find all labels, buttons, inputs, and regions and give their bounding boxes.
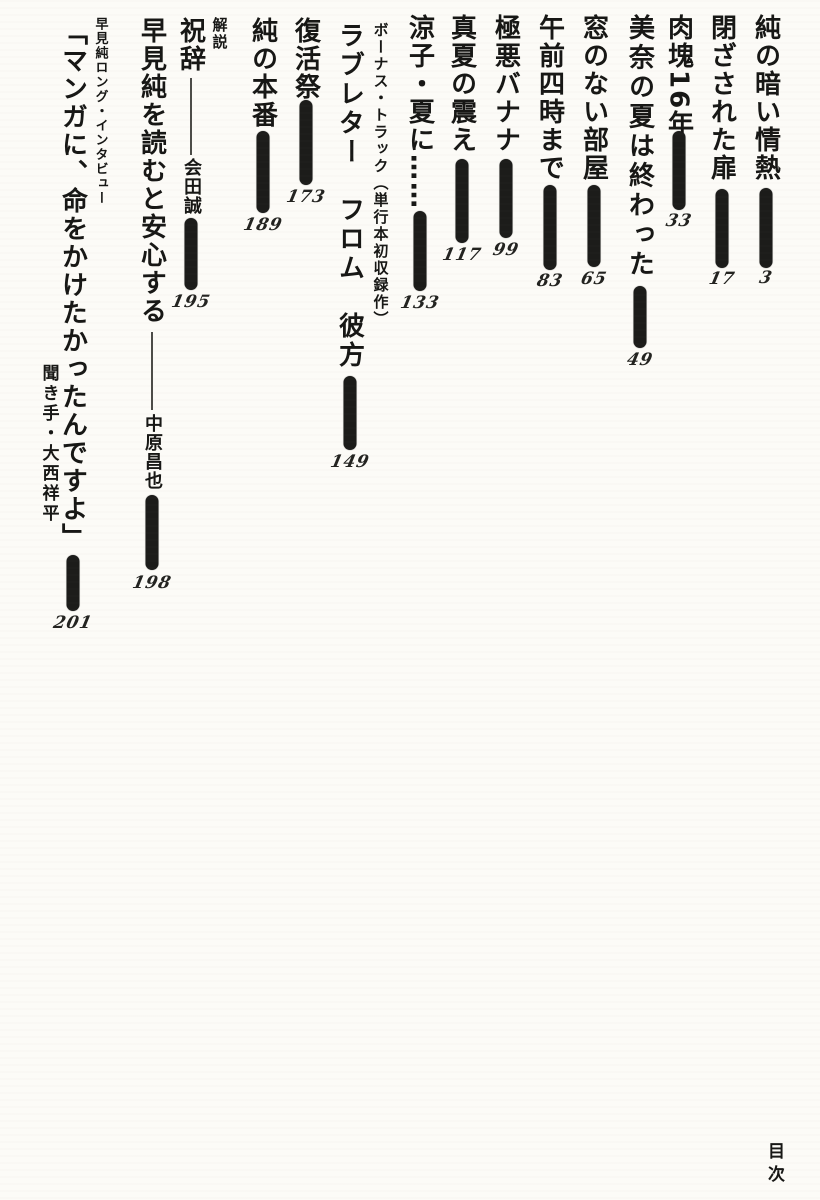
leader-bar bbox=[413, 211, 427, 291]
entry-title: 「マンガに、命をかけたかったんですよ」 bbox=[57, 19, 88, 551]
author-leader-line bbox=[190, 78, 192, 155]
toc-entry: 肉塊16年 33 bbox=[656, 0, 702, 1200]
leader-bar bbox=[715, 189, 729, 268]
entry-title: 純の本番 bbox=[247, 17, 278, 129]
toc-entry: 純の暗い情熱 3 bbox=[743, 0, 789, 1200]
leader-bar bbox=[455, 159, 469, 243]
entry-title: 極悪バナナ bbox=[490, 14, 521, 154]
toc-entry: 真夏の震え 117 bbox=[439, 0, 485, 1200]
toc-entry: 午前四時まで 83 bbox=[527, 0, 573, 1200]
page-number: 189 bbox=[241, 215, 285, 235]
leader-bar bbox=[587, 185, 601, 267]
toc-entry: 美奈の夏は終わった 49 bbox=[617, 0, 663, 1200]
section-label-text: ボーナス・トラック（単行本初収録作） bbox=[371, 22, 390, 328]
toc-entry: 閉ざされた扉 17 bbox=[699, 0, 745, 1200]
toc-entry: ラブレター フロム 彼方 149 bbox=[327, 0, 373, 1200]
page-number: 65 bbox=[579, 269, 609, 289]
page-number: 83 bbox=[535, 271, 565, 291]
entry-title: 午前四時まで bbox=[534, 14, 565, 182]
toc-entry: 涼子・夏に…… 133 bbox=[397, 0, 443, 1200]
leader-bar bbox=[543, 185, 557, 270]
entry-title: 純の暗い情熱 bbox=[750, 14, 781, 182]
entry-title: 涼子・夏に…… bbox=[404, 14, 435, 210]
entry-title: 真夏の震え bbox=[446, 14, 477, 154]
page-number: 149 bbox=[328, 452, 372, 472]
entry-title: 復活祭 bbox=[290, 17, 321, 101]
page-number: 198 bbox=[130, 573, 174, 593]
entry-title: 祝辞 bbox=[175, 17, 206, 73]
entry-title: 早見純を読むと安心する bbox=[136, 17, 167, 325]
leader-bar bbox=[633, 286, 647, 348]
author-leader-line bbox=[151, 332, 153, 410]
toc-section-label: ボーナス・トラック（単行本初収録作） bbox=[358, 0, 404, 1200]
leader-bar bbox=[299, 100, 313, 185]
leader-bar bbox=[66, 555, 80, 611]
page-number: 117 bbox=[440, 245, 484, 265]
toc-section-label: 早見純ロング・インタビュー bbox=[77, 0, 123, 1200]
entry-title: 肉塊16年 bbox=[663, 14, 694, 139]
toc-entry: 窓のない部屋 65 bbox=[571, 0, 617, 1200]
entry-title: ラブレター フロム 彼方 bbox=[334, 22, 365, 370]
leader-bar bbox=[759, 188, 773, 268]
section-label-text: 聞き手・大西祥平 bbox=[38, 364, 59, 524]
leader-bar bbox=[184, 218, 198, 290]
page-number: 99 bbox=[491, 240, 521, 260]
author-name: 中原昌也 bbox=[142, 414, 163, 490]
toc-section-label: 解説 bbox=[197, 0, 243, 1200]
page-corner-title: 目次 bbox=[764, 1142, 784, 1188]
leader-bar bbox=[145, 495, 159, 570]
page-number: 49 bbox=[625, 350, 655, 370]
toc-entry: 早見純を読むと安心する中原昌也 198 bbox=[129, 0, 175, 1200]
toc-entry: 極悪バナナ 99 bbox=[483, 0, 529, 1200]
leader-bar bbox=[672, 131, 686, 210]
page-number: 17 bbox=[707, 269, 737, 289]
author-name: 会田誠 bbox=[181, 158, 202, 215]
leader-bar bbox=[499, 159, 513, 238]
toc-section-label: 聞き手・大西祥平 bbox=[26, 0, 72, 1200]
section-label-text: 解説 bbox=[210, 17, 229, 51]
page-number: 173 bbox=[284, 187, 328, 207]
entry-title: 窓のない部屋 bbox=[578, 14, 609, 182]
toc-entry: 「マンガに、命をかけたかったんですよ」 201 bbox=[50, 0, 96, 1200]
leader-bar bbox=[343, 376, 357, 450]
page-number: 33 bbox=[664, 211, 694, 231]
leader-bar bbox=[256, 131, 270, 213]
entry-title: 美奈の夏は終わった bbox=[624, 14, 655, 280]
page-number: 195 bbox=[169, 292, 213, 312]
toc-entry: 復活祭 173 bbox=[283, 0, 329, 1200]
toc-entry: 純の本番 189 bbox=[240, 0, 286, 1200]
page-number: 3 bbox=[757, 268, 775, 288]
toc-entry: 祝辞会田誠 195 bbox=[168, 0, 214, 1200]
page-number: 133 bbox=[398, 293, 442, 313]
entry-title: 閉ざされた扉 bbox=[706, 14, 737, 182]
section-label-text: 早見純ロング・インタビュー bbox=[92, 17, 108, 206]
